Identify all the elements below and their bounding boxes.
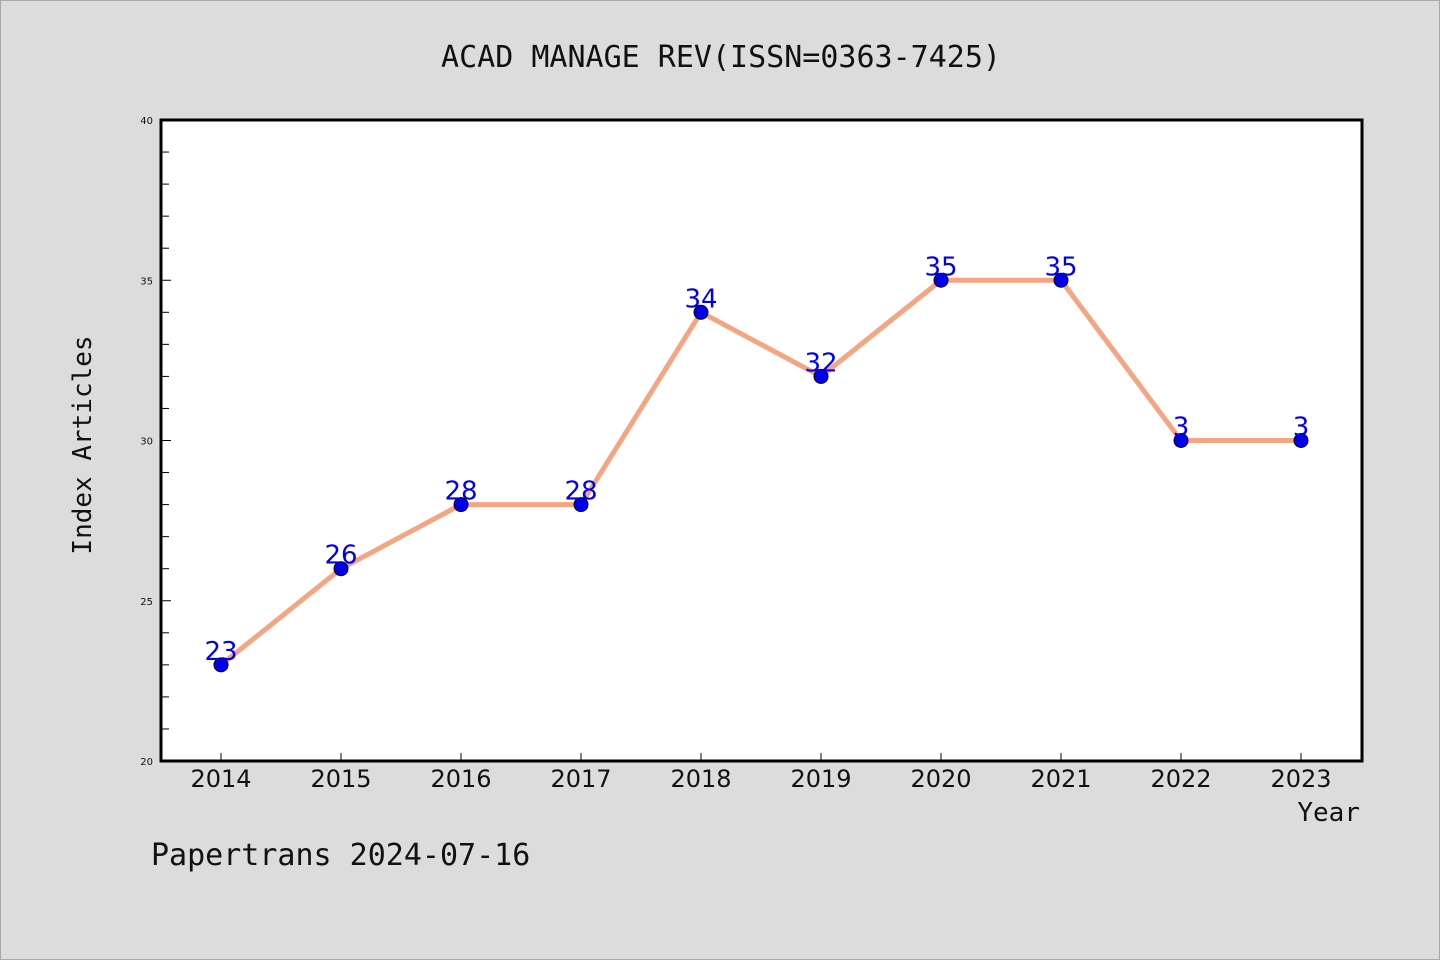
x-tick-label: 2019 [790, 765, 851, 793]
data-label: 26 [324, 541, 357, 571]
series-layer: 23 26 28 28 34 32 35 35 3 3 [204, 252, 1310, 673]
data-label: 35 [924, 252, 957, 282]
data-label: 34 [684, 284, 717, 314]
x-tick-label: 2018 [670, 765, 731, 793]
data-point-marker [1293, 433, 1309, 448]
x-tick-label: 2022 [1150, 765, 1211, 793]
plot-area [159, 118, 1364, 763]
data-point-marker [333, 561, 349, 577]
data-label: 28 [444, 477, 477, 507]
data-label: 35 [1044, 252, 1077, 282]
x-axis-label: Year [1297, 798, 1360, 828]
y-tick-label: 35 [140, 276, 153, 287]
y-axis-label: Index Articles [68, 335, 98, 554]
data-point-marker [813, 368, 829, 384]
footer-watermark: Papertrans 2024-07-16 [151, 838, 530, 873]
y-tick-label: 20 [140, 757, 153, 768]
x-tick-label: 2015 [310, 765, 371, 793]
x-tick-label: 2014 [190, 765, 251, 793]
y-tick-label: 25 [140, 597, 153, 608]
y-tick-label: 40 [140, 116, 153, 127]
x-tick-label: 2017 [550, 765, 611, 793]
series-line [218, 277, 1304, 668]
data-point-marker [693, 304, 709, 320]
data-point-marker [453, 497, 469, 513]
y-tick-label: 30 [140, 437, 153, 448]
data-point-marker [933, 272, 949, 288]
data-point-marker [213, 657, 229, 673]
x-tick-label: 2016 [430, 765, 491, 793]
data-point-marker [573, 497, 589, 513]
data-point-marker [1053, 272, 1069, 288]
data-point-marker [1173, 433, 1189, 448]
data-label: 28 [564, 477, 597, 507]
x-axis: 2014 2015 2016 2017 2018 2019 2020 2021 2022 2023 [190, 753, 1332, 793]
chart-title: ACAD MANAGE REV(ISSN=0363-7425) [441, 40, 1001, 75]
data-label: 3 [1173, 413, 1190, 443]
x-tick-label: 2023 [1270, 765, 1331, 793]
data-label: 3 [1293, 413, 1310, 443]
data-label: 32 [804, 348, 837, 378]
x-tick-label: 2020 [910, 765, 971, 793]
y-axis: 20 25 30 35 40 [140, 116, 171, 768]
x-tick-label: 2021 [1030, 765, 1091, 793]
data-label: 23 [204, 637, 237, 667]
